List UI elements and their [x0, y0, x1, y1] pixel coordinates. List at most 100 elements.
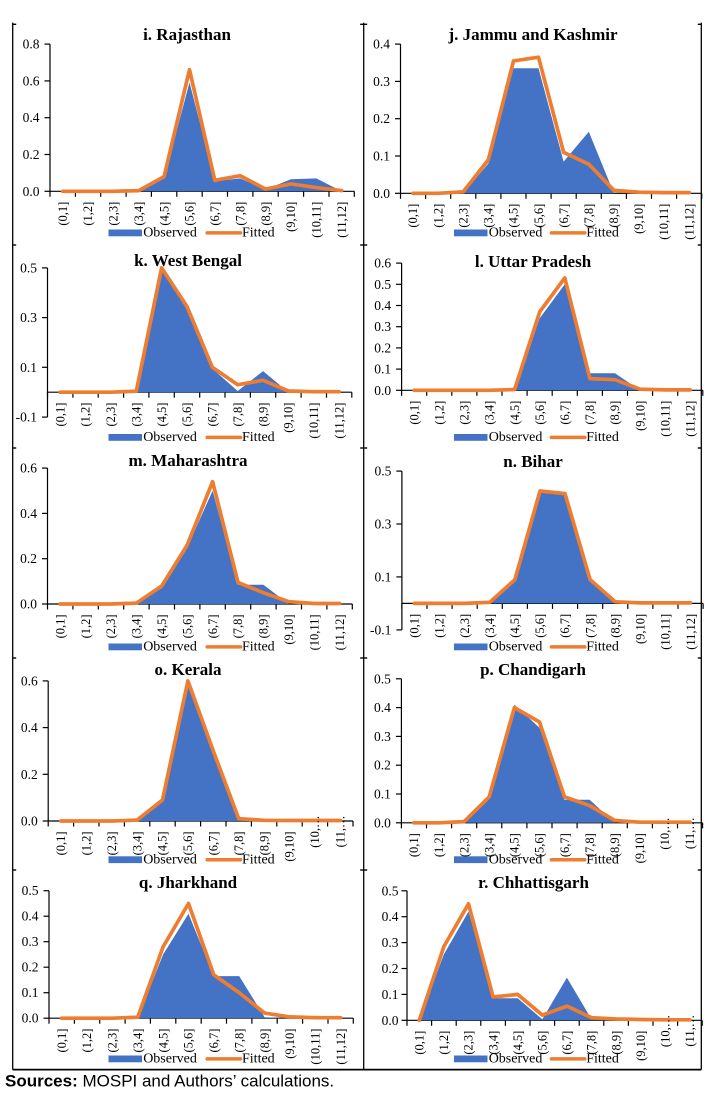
svg-text:i. Rajasthan: i. Rajasthan [143, 25, 231, 44]
svg-text:n. Bihar: n. Bihar [503, 452, 563, 471]
svg-text:(8,9]: (8,9] [609, 614, 623, 638]
svg-text:Fitted: Fitted [242, 1052, 275, 1067]
svg-text:0.0: 0.0 [373, 186, 390, 201]
svg-text:0.0: 0.0 [22, 1011, 39, 1026]
svg-text:(4,5]: (4,5] [156, 1029, 170, 1053]
svg-text:(2,3]: (2,3] [104, 403, 118, 427]
svg-text:-0.1: -0.1 [16, 410, 37, 425]
svg-text:(6,7]: (6,7] [557, 204, 571, 228]
svg-text:(5,6]: (5,6] [182, 1029, 196, 1053]
svg-text:(6,7]: (6,7] [206, 614, 220, 638]
svg-text:(0,1]: (0,1] [408, 614, 422, 638]
svg-text:(5,6]: (5,6] [181, 831, 195, 855]
svg-text:(8,9]: (8,9] [608, 833, 622, 857]
svg-text:Observed: Observed [489, 852, 543, 867]
svg-text:0.2: 0.2 [373, 111, 390, 126]
svg-text:(10,11]: (10,11] [309, 1029, 323, 1065]
svg-text:0.6: 0.6 [23, 73, 40, 88]
svg-text:(11,12]: (11,12] [334, 1029, 348, 1065]
svg-text:Observed: Observed [489, 640, 543, 655]
svg-text:(8,9]: (8,9] [257, 831, 271, 855]
svg-text:(8,9]: (8,9] [258, 1029, 272, 1053]
svg-text:(9,10]: (9,10] [284, 202, 298, 232]
svg-text:(7,8]: (7,8] [583, 401, 597, 425]
svg-text:(11,12]: (11,12] [333, 614, 347, 650]
svg-text:Fitted: Fitted [586, 640, 619, 655]
svg-text:0.0: 0.0 [382, 1013, 399, 1028]
svg-text:Fitted: Fitted [586, 1052, 619, 1067]
svg-text:0.1: 0.1 [374, 787, 391, 802]
svg-text:(10,…: (10,… [659, 1015, 673, 1047]
svg-text:Sources: MOSPI and Authors’ ca: Sources: MOSPI and Authors’ calculations… [5, 1072, 334, 1091]
svg-text:0.4: 0.4 [22, 909, 39, 924]
svg-text:0.3: 0.3 [373, 74, 390, 89]
svg-text:0.3: 0.3 [375, 517, 392, 532]
svg-text:(4,5]: (4,5] [155, 614, 169, 638]
svg-text:m. Maharashtra: m. Maharashtra [129, 451, 248, 470]
svg-text:(11,…: (11,… [334, 816, 348, 848]
svg-text:(11,12]: (11,12] [335, 202, 349, 238]
svg-text:0.0: 0.0 [23, 184, 40, 199]
svg-text:(6,7]: (6,7] [558, 833, 572, 857]
svg-text:(7,8]: (7,8] [233, 202, 247, 226]
svg-text:(2,3]: (2,3] [458, 401, 472, 425]
svg-text:Fitted: Fitted [242, 852, 275, 867]
svg-text:(5,6]: (5,6] [533, 833, 547, 857]
svg-text:(0,1]: (0,1] [56, 202, 70, 226]
svg-text:0.2: 0.2 [20, 551, 37, 566]
svg-text:0.0: 0.0 [20, 597, 37, 612]
svg-text:(4,5]: (4,5] [156, 831, 170, 855]
svg-text:0.1: 0.1 [374, 362, 391, 377]
svg-text:q. Jharkhand: q. Jharkhand [139, 873, 238, 892]
svg-text:(0,1]: (0,1] [54, 831, 68, 855]
svg-text:0.6: 0.6 [374, 256, 391, 271]
svg-text:(2,3]: (2,3] [105, 831, 119, 855]
svg-text:(2,3]: (2,3] [104, 614, 118, 638]
svg-text:(2,3]: (2,3] [458, 614, 472, 638]
svg-text:Fitted: Fitted [242, 430, 275, 445]
svg-text:(11,12]: (11,12] [684, 614, 698, 650]
svg-text:(1,2]: (1,2] [432, 401, 446, 425]
svg-text:(8,9]: (8,9] [607, 204, 621, 228]
svg-text:(9,10]: (9,10] [634, 614, 648, 644]
svg-text:(5,6]: (5,6] [533, 614, 547, 638]
svg-text:0.3: 0.3 [374, 729, 391, 744]
svg-text:0.4: 0.4 [20, 506, 37, 521]
svg-text:0.4: 0.4 [373, 37, 390, 52]
svg-text:(3,4]: (3,4] [130, 614, 144, 638]
svg-text:(3,4]: (3,4] [486, 1031, 500, 1055]
svg-text:0.6: 0.6 [20, 461, 37, 476]
svg-text:(1,2]: (1,2] [437, 1031, 451, 1055]
svg-text:0.3: 0.3 [22, 934, 39, 949]
svg-text:0.1: 0.1 [20, 360, 37, 375]
svg-text:(6,7]: (6,7] [207, 1029, 221, 1053]
svg-text:0.1: 0.1 [22, 985, 39, 1000]
svg-text:(4,5]: (4,5] [155, 403, 169, 427]
svg-text:(10,11]: (10,11] [659, 614, 673, 650]
svg-text:(5,6]: (5,6] [536, 1031, 550, 1055]
svg-text:(3,4]: (3,4] [131, 1029, 145, 1053]
svg-text:0.5: 0.5 [20, 260, 37, 275]
svg-text:0.5: 0.5 [382, 883, 399, 898]
svg-text:(2,3]: (2,3] [106, 1029, 120, 1053]
svg-text:(1,2]: (1,2] [432, 833, 446, 857]
svg-text:(11,…: (11,… [683, 1015, 697, 1047]
svg-text:-0.1: -0.1 [370, 622, 391, 637]
svg-text:(10,11]: (10,11] [310, 202, 324, 238]
svg-text:(7,8]: (7,8] [232, 831, 246, 855]
svg-text:(9,10]: (9,10] [633, 833, 647, 863]
svg-text:(1,2]: (1,2] [80, 1029, 94, 1053]
svg-text:0.0: 0.0 [374, 383, 391, 398]
svg-text:(3,4]: (3,4] [482, 204, 496, 228]
svg-text:(10,11]: (10,11] [658, 401, 672, 437]
svg-text:(7,8]: (7,8] [231, 614, 245, 638]
svg-text:Observed: Observed [143, 1052, 197, 1067]
svg-text:0.5: 0.5 [374, 277, 391, 292]
svg-text:(2,3]: (2,3] [462, 1031, 476, 1055]
svg-text:0.2: 0.2 [21, 767, 38, 782]
svg-text:Fitted: Fitted [242, 640, 275, 655]
svg-text:(9,10]: (9,10] [282, 403, 296, 433]
svg-text:(8,9]: (8,9] [256, 403, 270, 427]
svg-text:(3,4]: (3,4] [130, 831, 144, 855]
svg-text:(8,9]: (8,9] [609, 1031, 623, 1055]
